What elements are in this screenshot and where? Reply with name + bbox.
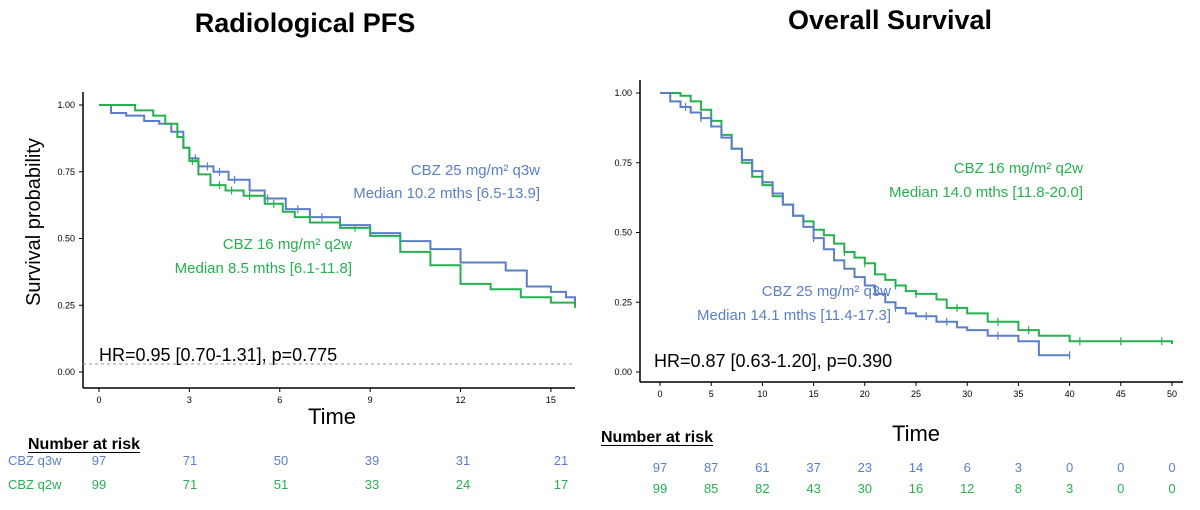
x-axis-title: Time bbox=[308, 404, 356, 429]
x-tick-label: 20 bbox=[860, 389, 870, 399]
y-tick-label: 0.25 bbox=[614, 297, 632, 307]
x-tick-label: 35 bbox=[1013, 389, 1023, 399]
risk-table-header-pfs: Number at risk bbox=[28, 436, 141, 453]
risk-count: 0 bbox=[1117, 481, 1125, 496]
x-tick-label: 0 bbox=[657, 389, 662, 399]
x-tick-label: 9 bbox=[368, 395, 373, 405]
series-annotation: CBZ 16 mg/m² q2w bbox=[954, 160, 1083, 177]
series-annotation: Median 8.5 mths [6.1-11.8] bbox=[175, 260, 352, 277]
risk-count: 99 bbox=[91, 477, 107, 492]
x-tick-label: 10 bbox=[757, 389, 767, 399]
hazard-ratio-text: HR=0.95 [0.70-1.31], p=0.775 bbox=[99, 345, 337, 365]
y-tick-label: 0.00 bbox=[614, 367, 632, 377]
series-annotation: Median 14.1 mths [11.4-17.3] bbox=[697, 307, 891, 324]
risk-count: 3 bbox=[1014, 460, 1022, 475]
y-tick-label: 1.00 bbox=[614, 88, 632, 98]
x-tick-label: 12 bbox=[456, 395, 466, 405]
risk-count: 31 bbox=[455, 453, 471, 468]
risk-count: 51 bbox=[273, 477, 289, 492]
pfs-title: Radiological PFS bbox=[194, 8, 416, 38]
risk-count: 21 bbox=[553, 453, 569, 468]
y-tick-label: 0.50 bbox=[57, 234, 75, 244]
km-curve-q2w bbox=[99, 104, 576, 308]
risk-count: 30 bbox=[857, 481, 873, 496]
risk-count: 3 bbox=[1065, 481, 1074, 496]
x-tick-label: 40 bbox=[1065, 389, 1075, 399]
series-annotation: CBZ 16 mg/m² q2w bbox=[223, 236, 352, 253]
x-tick-label: 30 bbox=[962, 389, 972, 399]
series-annotation: Median 10.2 mths [6.5-13.9] bbox=[353, 185, 540, 202]
risk-count: 0 bbox=[1117, 460, 1125, 475]
y-tick-label: 1.00 bbox=[57, 100, 75, 110]
os-title: Overall Survival bbox=[787, 5, 993, 35]
risk-count: 39 bbox=[364, 453, 380, 468]
y-tick-label: 0.75 bbox=[57, 167, 75, 177]
series-annotation: CBZ 25 mg/m² q3w bbox=[411, 162, 540, 179]
risk-count: 61 bbox=[755, 460, 770, 475]
series-annotation: CBZ 25 mg/m² q3w bbox=[762, 283, 891, 300]
x-axis-title: Time bbox=[892, 421, 940, 446]
risk-count: 85 bbox=[703, 481, 719, 496]
risk-count: 71 bbox=[182, 453, 198, 468]
y-tick-label: 0.50 bbox=[614, 228, 632, 238]
x-tick-label: 3 bbox=[187, 395, 192, 405]
y-tick-label: 0.25 bbox=[57, 300, 75, 310]
risk-count: 0 bbox=[1168, 460, 1176, 475]
risk-count: 33 bbox=[364, 477, 380, 492]
hazard-ratio-text: HR=0.87 [0.63-1.20], p=0.390 bbox=[654, 351, 892, 371]
risk-count: 99 bbox=[652, 481, 668, 496]
x-tick-label: 6 bbox=[277, 395, 282, 405]
risk-row-label: CBZ q2w bbox=[8, 477, 62, 492]
risk-count: 14 bbox=[908, 460, 924, 475]
risk-count: 71 bbox=[182, 477, 198, 492]
x-tick-label: 45 bbox=[1116, 389, 1126, 399]
x-tick-label: 15 bbox=[546, 395, 556, 405]
risk-count: 0 bbox=[1065, 460, 1074, 475]
risk-count: 97 bbox=[652, 460, 668, 475]
x-tick-label: 5 bbox=[709, 389, 714, 399]
x-tick-label: 50 bbox=[1167, 389, 1177, 399]
risk-count: 23 bbox=[857, 460, 873, 475]
risk-count: 16 bbox=[908, 481, 924, 496]
risk-count: 17 bbox=[553, 477, 569, 492]
risk-count: 82 bbox=[755, 481, 770, 496]
risk-count: 6 bbox=[963, 460, 971, 475]
y-axis-title: Survival probability bbox=[23, 138, 45, 306]
x-tick-label: 25 bbox=[911, 389, 921, 399]
risk-count: 24 bbox=[455, 477, 471, 492]
risk-count: 43 bbox=[806, 481, 821, 496]
risk-count: 87 bbox=[703, 460, 719, 475]
risk-count: 8 bbox=[1014, 481, 1022, 496]
risk-table-header-os: Number at risk bbox=[601, 429, 714, 446]
risk-count: 50 bbox=[273, 453, 289, 468]
km-curve-q2w bbox=[660, 92, 1173, 345]
x-tick-label: 15 bbox=[809, 389, 819, 399]
risk-count: 37 bbox=[806, 460, 821, 475]
series-annotation: Median 14.0 mths [11.8-20.0] bbox=[889, 184, 1083, 201]
risk-count: 97 bbox=[91, 453, 107, 468]
risk-row-label: CBZ q3w bbox=[8, 453, 62, 468]
risk-count: 12 bbox=[959, 481, 975, 496]
risk-count: 0 bbox=[1168, 481, 1176, 496]
x-tick-label: 0 bbox=[96, 395, 101, 405]
y-tick-label: 0.75 bbox=[614, 158, 632, 168]
y-tick-label: 0.00 bbox=[57, 367, 75, 377]
